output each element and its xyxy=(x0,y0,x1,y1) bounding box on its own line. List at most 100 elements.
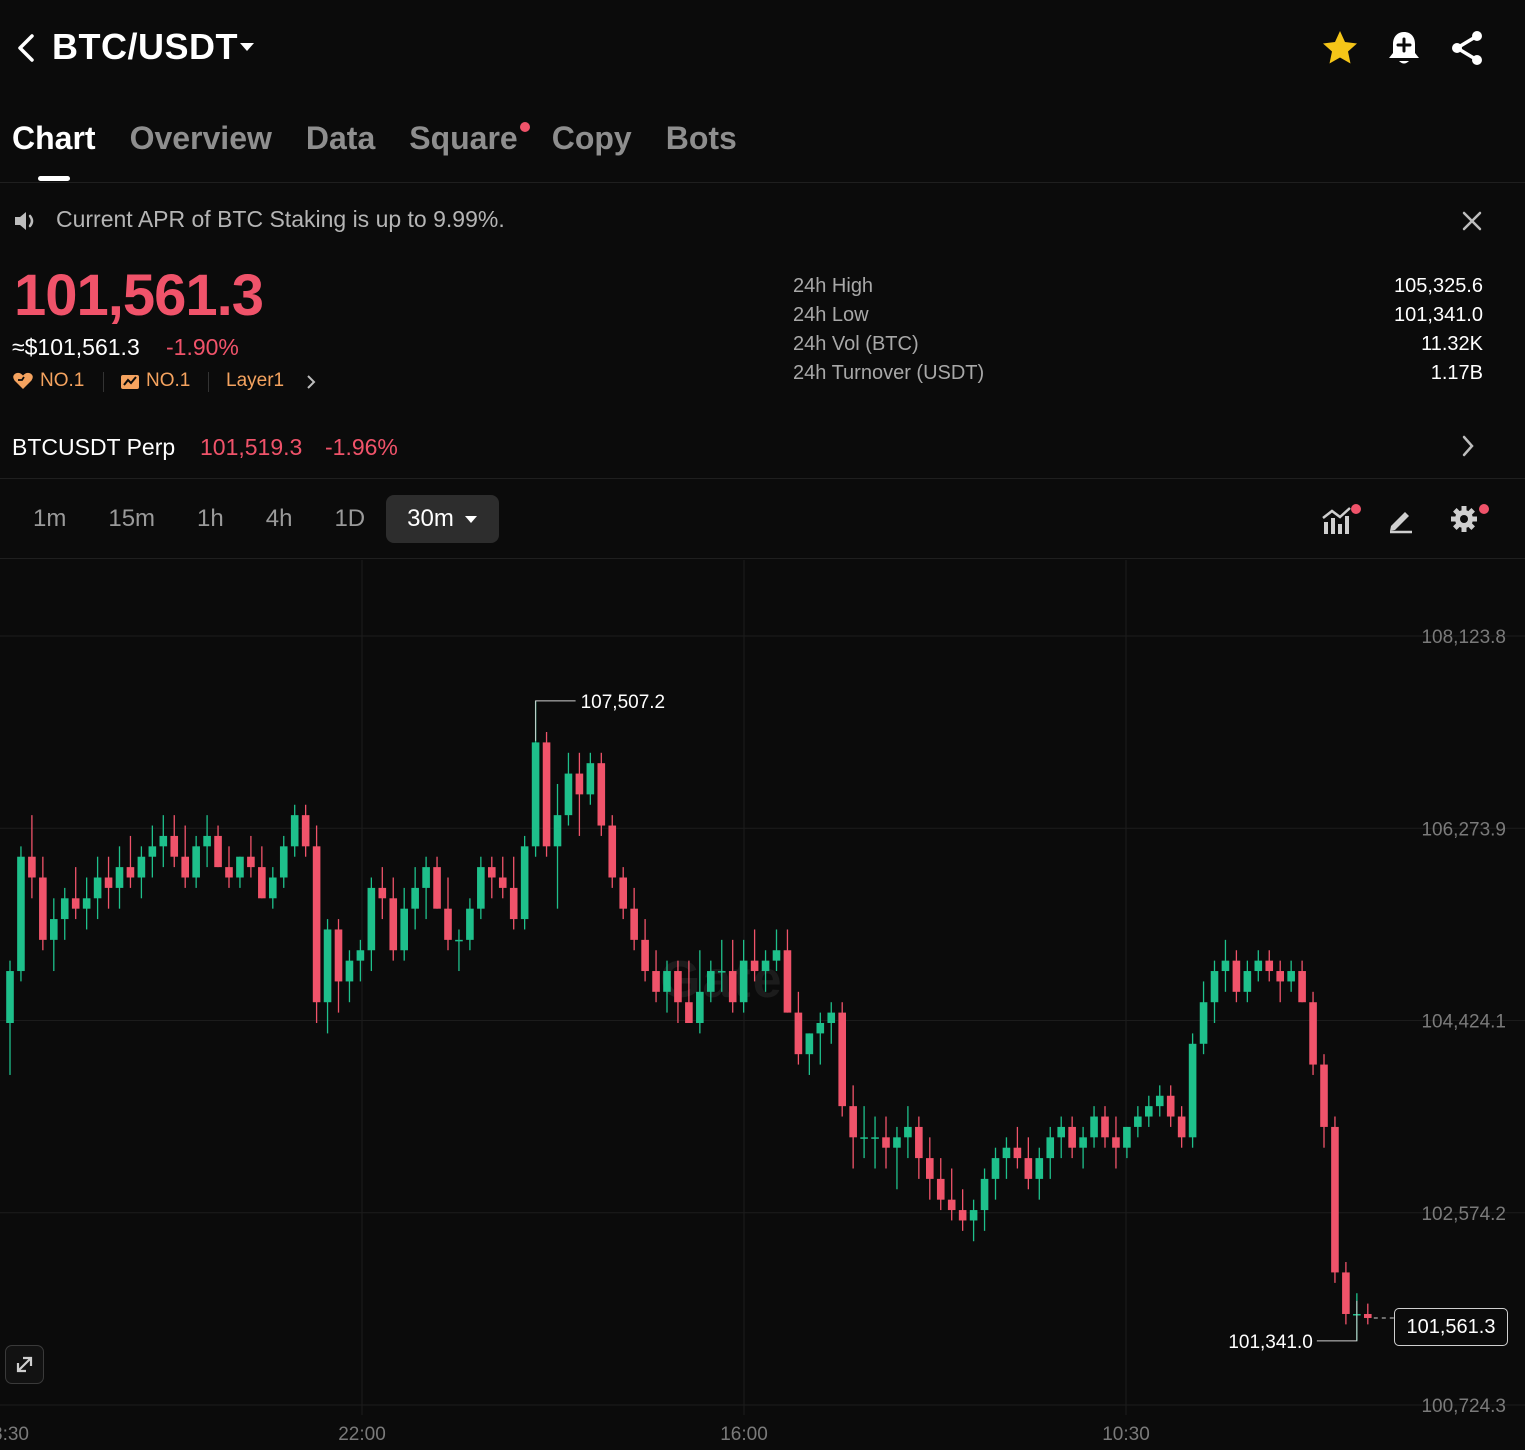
interval-selector: 1m 15m 1h 4h 1D 30m xyxy=(12,495,499,543)
rank-badge-2[interactable]: NO.1 xyxy=(120,370,190,392)
candle-body xyxy=(1254,960,1263,972)
stat-value: 11.32K xyxy=(1421,333,1483,355)
candle-body xyxy=(1013,1147,1022,1159)
heart-icon xyxy=(13,372,33,389)
candle-body xyxy=(1331,1126,1339,1273)
indicators-icon[interactable] xyxy=(1320,502,1364,536)
candle-body xyxy=(1079,1137,1087,1148)
candle-body xyxy=(882,1137,890,1148)
candle-body xyxy=(772,950,781,961)
x-tick-label: 16:00 xyxy=(720,1424,768,1445)
candle-body xyxy=(400,908,408,951)
candle-body xyxy=(1232,960,1241,992)
candle-body xyxy=(608,825,617,878)
candle-body xyxy=(93,877,102,899)
high-marker-label: 107,507.2 xyxy=(581,692,666,713)
rank-badge-1[interactable]: NO.1 xyxy=(12,370,84,392)
star-icon[interactable] xyxy=(1320,28,1360,68)
announcement-text[interactable]: Current APR of BTC Staking is up to 9.99… xyxy=(56,206,505,232)
tab-data[interactable]: Data xyxy=(305,120,376,156)
candle-body xyxy=(115,867,124,888)
divider xyxy=(0,182,1525,183)
candle-body xyxy=(126,867,135,878)
candle-body xyxy=(1221,960,1230,972)
candle-body xyxy=(104,877,113,888)
candle-body xyxy=(1046,1137,1055,1159)
interval-4h[interactable]: 4h xyxy=(265,505,293,532)
candle-body xyxy=(619,877,627,909)
candle-body xyxy=(805,1033,814,1055)
candle-body xyxy=(520,846,529,920)
candle-body xyxy=(685,1002,693,1023)
candle-body xyxy=(794,1012,803,1055)
candle-body xyxy=(1177,1116,1186,1138)
candle-body xyxy=(597,763,606,826)
candle-body xyxy=(181,856,189,878)
share-icon[interactable] xyxy=(1448,28,1488,68)
y-tick-label: 104,424.1 xyxy=(1421,1012,1506,1033)
x-tick-label: 3:30 xyxy=(0,1424,29,1445)
tab-overview[interactable]: Overview xyxy=(129,120,272,156)
divider xyxy=(0,478,1525,479)
candle-body xyxy=(258,867,266,899)
interval-1m[interactable]: 1m xyxy=(33,505,67,532)
caret-down-icon xyxy=(464,516,477,523)
chevron-right-icon[interactable] xyxy=(1460,434,1476,458)
candle-body xyxy=(1145,1106,1153,1117)
y-tick-label: 102,574.2 xyxy=(1421,1204,1506,1225)
y-tick-label: 108,123.8 xyxy=(1421,627,1506,648)
interval-15m[interactable]: 15m xyxy=(108,505,156,532)
candle-body xyxy=(816,1022,825,1034)
candle-body xyxy=(170,835,179,857)
draw-tool-icon[interactable] xyxy=(1386,504,1416,534)
caret-down-icon[interactable] xyxy=(238,40,256,54)
candle-body xyxy=(860,1137,868,1139)
separator xyxy=(103,372,104,392)
chevron-left-icon[interactable] xyxy=(12,30,42,66)
candle-body xyxy=(1199,1002,1208,1044)
candle-body xyxy=(1188,1043,1197,1138)
candle-body xyxy=(269,877,277,899)
tab-square[interactable]: Square xyxy=(409,120,530,157)
candle-body xyxy=(225,867,233,878)
separator xyxy=(208,372,209,392)
close-icon[interactable] xyxy=(1460,209,1484,233)
divider xyxy=(0,558,1525,559)
interval-1d[interactable]: 1D xyxy=(334,505,366,532)
category-tag[interactable]: Layer1 xyxy=(226,370,285,391)
interval-1h[interactable]: 1h xyxy=(197,505,224,532)
gear-icon[interactable] xyxy=(1448,502,1492,536)
candle-body xyxy=(958,1210,967,1221)
candle-body xyxy=(1024,1158,1033,1179)
stat-label: 24h Turnover (USDT) xyxy=(793,362,985,384)
tab-bots[interactable]: Bots xyxy=(665,120,737,156)
interval-selected[interactable]: 30m xyxy=(386,495,499,543)
y-tick-label: 106,273.9 xyxy=(1421,819,1506,840)
candle-body xyxy=(531,742,540,847)
candle-body xyxy=(290,815,299,847)
high-marker-line xyxy=(535,700,576,741)
candle-body xyxy=(214,835,222,868)
pair-title[interactable]: BTC/USDT xyxy=(52,26,238,67)
candle-body xyxy=(783,950,792,1013)
candle-body xyxy=(696,991,704,1023)
candle-body xyxy=(553,815,562,847)
bell-plus-icon[interactable] xyxy=(1384,28,1424,68)
candle-body xyxy=(203,835,211,847)
expand-icon[interactable] xyxy=(5,1345,44,1384)
tab-copy[interactable]: Copy xyxy=(551,120,632,156)
candle-body xyxy=(750,960,759,972)
candle-body xyxy=(498,877,507,888)
chevron-right-icon[interactable] xyxy=(305,374,317,390)
candle-body xyxy=(28,856,36,878)
candle-body xyxy=(728,971,737,1003)
candle-body xyxy=(6,971,14,1023)
perp-name[interactable]: BTCUSDT Perp xyxy=(12,434,176,460)
perp-change: -1.96% xyxy=(325,434,398,460)
perp-price: 101,519.3 xyxy=(200,434,303,460)
candle-body xyxy=(148,846,157,857)
candle-body xyxy=(477,867,485,909)
candlestick-chart[interactable]: 108,123.8 106,273.9 104,424.1 102,574.2 100,… xyxy=(0,560,1525,1450)
tab-chart[interactable]: Chart xyxy=(12,120,96,156)
candle-body xyxy=(247,856,255,868)
